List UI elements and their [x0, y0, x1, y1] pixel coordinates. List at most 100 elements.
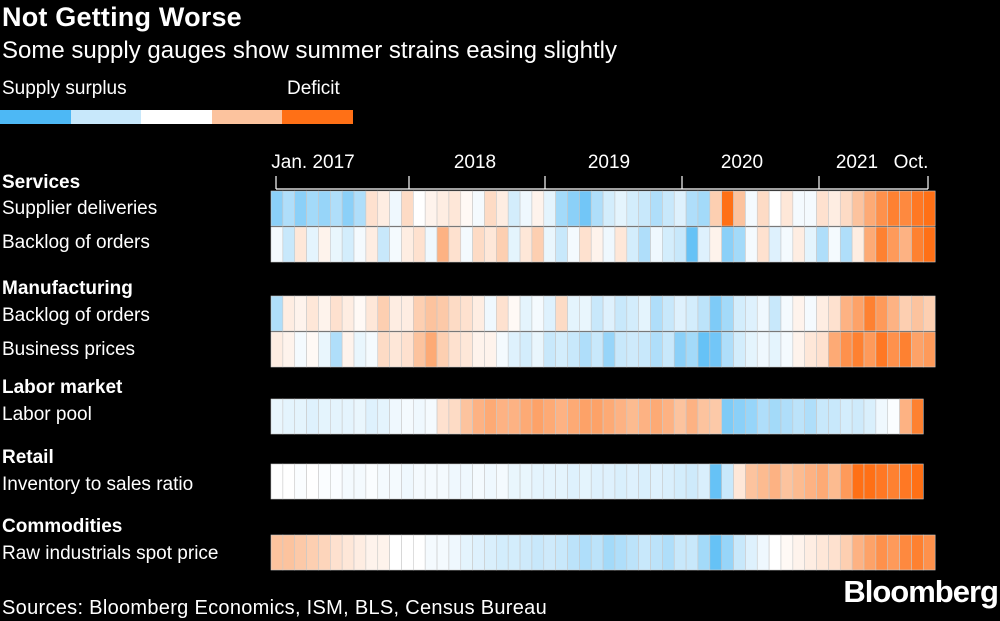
heatmap-cell	[863, 398, 877, 435]
heatmap-cell	[579, 463, 592, 500]
heatmap-cell	[851, 295, 865, 332]
heatmap-cell	[828, 295, 841, 332]
legend-swatch	[282, 110, 353, 124]
heatmap-cell	[306, 534, 319, 571]
heatmap-cell	[318, 295, 331, 332]
heatmap-cell	[899, 295, 912, 332]
heatmap-cell	[472, 331, 485, 368]
heatmap-cell	[721, 463, 734, 500]
heatmap-cell	[282, 226, 296, 263]
heatmap-cell	[365, 190, 379, 227]
heatmap-cell	[745, 190, 758, 227]
heatmap-cell	[389, 398, 402, 435]
heatmap-cell	[424, 398, 438, 435]
heatmap-cell	[353, 331, 367, 368]
heatmap-cell	[768, 534, 782, 571]
heatmap-cell	[839, 331, 853, 368]
heatmap-cell	[294, 331, 307, 368]
heatmap-cell	[460, 190, 473, 227]
heatmap-cell	[709, 226, 722, 263]
heatmap-cell	[436, 295, 450, 332]
heatmap-cell	[448, 295, 462, 332]
heatmap-cell	[341, 295, 355, 332]
heatmap-cell	[353, 190, 367, 227]
heatmap-cell	[531, 398, 545, 435]
heatmap-cell	[306, 226, 319, 263]
heatmap-cell	[341, 331, 355, 368]
heatmap-cell	[626, 398, 639, 435]
heatmap-cell	[389, 463, 402, 500]
heatmap-cell	[685, 295, 699, 332]
heatmap-cell	[424, 226, 438, 263]
heatmap-cell	[282, 190, 296, 227]
heatmap-cell	[496, 398, 509, 435]
heatmap-cell	[460, 295, 473, 332]
heatmap-cell	[579, 534, 592, 571]
heatmap-cell	[507, 190, 521, 227]
heatmap-cell	[792, 226, 806, 263]
heatmap-cell	[650, 190, 663, 227]
heatmap-cell	[685, 190, 699, 227]
heatmap-cell	[816, 190, 829, 227]
heatmap-cell	[318, 463, 331, 500]
heatmap-cell	[341, 463, 355, 500]
heatmap-cell	[863, 226, 877, 263]
heatmap-cell	[496, 190, 509, 227]
heatmap-cell	[306, 331, 319, 368]
heatmap-cell	[745, 398, 758, 435]
legend-high-label: Deficit	[287, 78, 340, 99]
heatmap-cell	[626, 226, 639, 263]
heatmap-cell	[828, 398, 841, 435]
heatmap-cell	[294, 295, 307, 332]
heatmap-cell	[792, 331, 806, 368]
heatmap-cell	[768, 398, 782, 435]
heatmap-cell	[448, 534, 462, 571]
heatmap-cell	[602, 534, 616, 571]
heatmap-cell	[804, 295, 817, 332]
heatmap-cell	[709, 331, 722, 368]
heatmap-cell	[341, 534, 355, 571]
heatmap-cell	[484, 226, 497, 263]
heatmap-cell	[496, 226, 509, 263]
heatmap-cell	[401, 190, 414, 227]
heatmap-cell	[602, 226, 616, 263]
heatmap-cell	[650, 398, 663, 435]
row-label: Labor pool	[2, 404, 92, 425]
heatmap-cell	[792, 463, 806, 500]
heatmap-cell	[329, 226, 343, 263]
heatmap-cell	[685, 331, 699, 368]
heatmap-cell	[685, 534, 699, 571]
chart-subtitle: Some supply gauges show summer strains e…	[2, 37, 617, 64]
heatmap-cell	[887, 398, 900, 435]
heatmap-cell	[804, 331, 817, 368]
heatmap-cell	[543, 190, 556, 227]
heatmap-cell	[768, 331, 782, 368]
heatmap-cell	[887, 190, 900, 227]
heatmap-cell	[662, 190, 675, 227]
heatmap-cell	[519, 295, 533, 332]
heatmap-cell	[496, 534, 509, 571]
heatmap-cell	[673, 226, 687, 263]
row-label: Business prices	[2, 339, 135, 360]
x-tick-label: Oct.	[894, 152, 929, 173]
heatmap-cell	[662, 226, 675, 263]
heatmap-cell	[875, 190, 889, 227]
heatmap-cell	[756, 226, 770, 263]
heatmap-cell	[472, 226, 485, 263]
heatmap-cell	[448, 398, 462, 435]
heatmap-cell	[638, 190, 651, 227]
heatmap-cell	[614, 331, 628, 368]
heatmap-cell	[555, 226, 568, 263]
heatmap-cell	[484, 463, 497, 500]
legend-color-scale	[0, 110, 353, 124]
heatmap-cell	[685, 226, 699, 263]
heatmap-cell	[709, 190, 722, 227]
heatmap-cell	[555, 398, 568, 435]
heatmap-cell	[531, 534, 545, 571]
heatmap-cell	[543, 398, 556, 435]
heatmap-cell	[602, 295, 616, 332]
heatmap-cell	[519, 534, 533, 571]
heatmap-cell	[828, 190, 841, 227]
heatmap-cell	[306, 463, 319, 500]
heatmap-cell	[662, 331, 675, 368]
